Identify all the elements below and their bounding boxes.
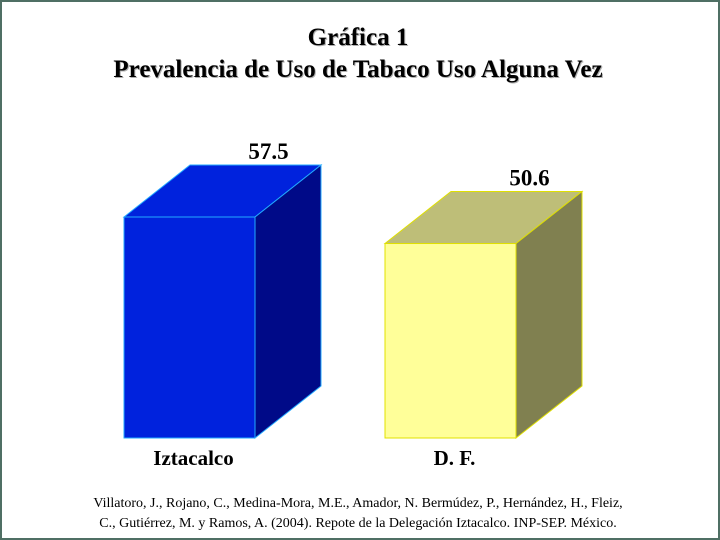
chart-title: Gráfica 1 <box>307 24 409 51</box>
chart-subtitle: Prevalencia de Uso de Tabaco Uso Alguna … <box>113 56 603 83</box>
chart-title-block: Gráfica 1 Prevalencia de Uso de Tabaco U… <box>0 22 716 86</box>
category-label: D. F. <box>434 446 476 470</box>
data-label: 50.6 <box>509 166 549 191</box>
bar-front-face <box>123 216 256 439</box>
source-citation: Villatoro, J., Rojano, C., Medina-Mora, … <box>30 494 686 534</box>
data-label: 57.5 <box>248 139 288 164</box>
source-line-2: C., Gutiérrez, M. y Ramos, A. (2004). Re… <box>99 516 617 531</box>
bar-chart: 57.5 Iztacalco 50.6 D. F. <box>122 139 584 470</box>
bar-front-face <box>384 243 517 439</box>
category-label: Iztacalco <box>153 446 233 470</box>
bar-2: 50.6 D. F. <box>383 166 584 470</box>
bar-1: 57.5 Iztacalco <box>122 139 323 470</box>
source-line-1: Villatoro, J., Rojano, C., Medina-Mora, … <box>93 496 623 511</box>
